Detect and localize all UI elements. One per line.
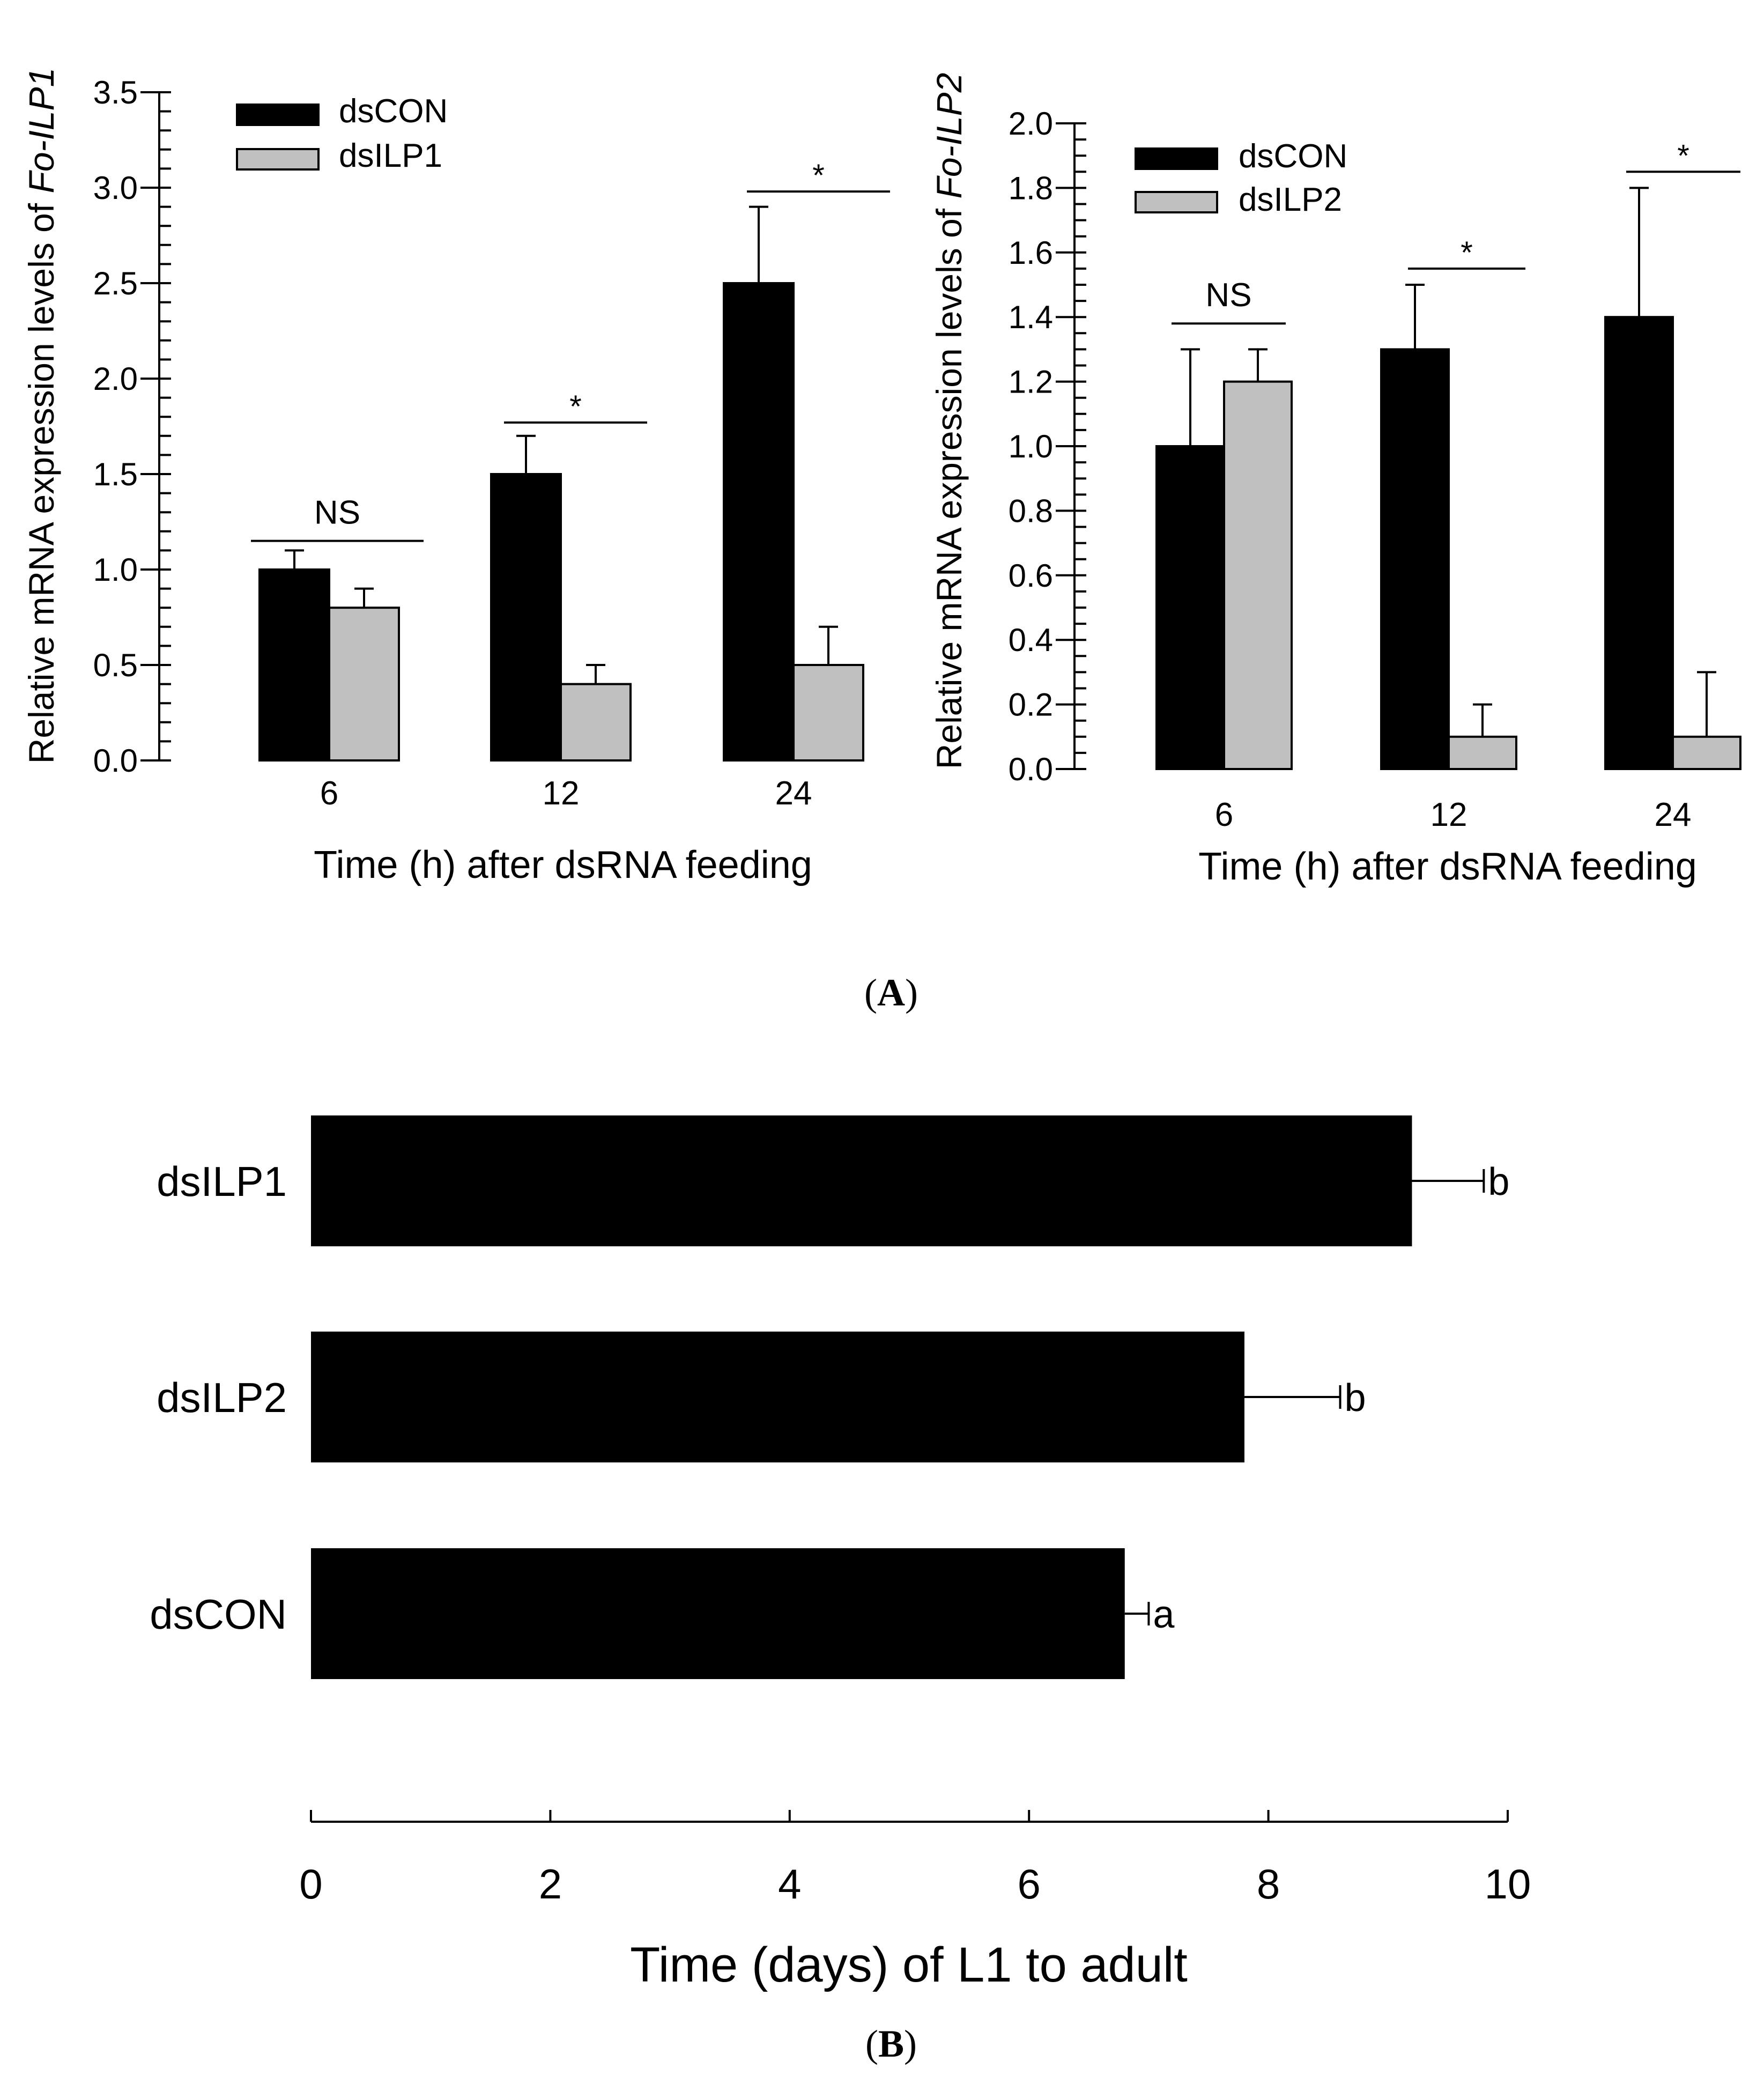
ilp2-significance-label: NS <box>1205 277 1251 314</box>
ilp1-y-tick-label: 1.0 <box>93 552 138 588</box>
ilp1-y-tick-label: 2.0 <box>93 361 138 397</box>
ilp2-legend: dsCON dsILP2 <box>1135 138 1347 218</box>
dev-x-tick-label: 8 <box>1257 1860 1280 1908</box>
ilp2-x-tick-label: 6 <box>1215 796 1233 833</box>
dev-bar-dsilp1 <box>311 1115 1412 1246</box>
ilp2-y-tick-label: 1.2 <box>1009 364 1053 400</box>
ilp1-y-tick-label: 0.5 <box>93 647 138 683</box>
ilp1-bar-dscon-12h <box>490 473 562 762</box>
ilp2-y-tick-label: 1.6 <box>1009 235 1053 271</box>
ilp2-y-tick-label: 0.0 <box>1009 751 1053 787</box>
ilp1-bar-dsilp1-12h <box>560 683 632 762</box>
ilp2-x-axis-label: Time (h) after dsRNA feeding <box>1198 845 1697 888</box>
dev-x-tick-label: 0 <box>299 1860 322 1908</box>
ilp1-legend: dsCON dsILP1 <box>236 93 448 174</box>
ilp2-y-tick-label: 0.6 <box>1009 558 1053 594</box>
dev-x-tick-label: 6 <box>1018 1860 1041 1908</box>
dev-group-letter: b <box>1345 1377 1366 1420</box>
ilp2-y-tick-label: 1.4 <box>1009 299 1053 335</box>
ilp2-y-tick-label: 0.4 <box>1009 622 1053 658</box>
ilp1-bar-dsilp1-24h <box>792 664 864 762</box>
ilp1-legend-label-dsilp1: dsILP1 <box>339 137 442 174</box>
dev-bar-dscon <box>311 1548 1125 1679</box>
ilp2-legend-label-dscon: dsCON <box>1239 138 1347 175</box>
chart-ilp2: Relative mRNA expression levels of Fo-IL… <box>929 73 1741 888</box>
ilp1-legend-swatch-dscon <box>236 104 320 126</box>
ilp2-bar-dsilp2-6h <box>1223 380 1293 770</box>
ilp1-bar-dscon-24h <box>723 282 795 762</box>
ilp2-y-tick-label: 1.8 <box>1009 170 1053 206</box>
ilp1-significance-label: NS <box>314 494 360 531</box>
chart-ilp1: Relative mRNA expression levels of Fo-IL… <box>21 68 890 886</box>
ilp1-y-tick-label: 3.0 <box>93 170 138 206</box>
ilp1-y-tick-label: 0.0 <box>93 743 138 779</box>
dev-category-label: dsILP1 <box>157 1158 287 1205</box>
dev-x-tick-label: 10 <box>1485 1860 1531 1908</box>
ilp2-legend-swatch-dsilp2 <box>1135 191 1218 213</box>
dev-group-letter: a <box>1153 1593 1175 1636</box>
ilp1-significance-label: * <box>812 158 825 193</box>
dev-group-letter: b <box>1488 1161 1509 1203</box>
ilp2-y-tick-label: 1.0 <box>1009 428 1053 464</box>
ilp1-bar-dsilp1-6h <box>328 607 400 762</box>
ilp1-legend-label-dscon: dsCON <box>339 93 448 130</box>
ilp2-bar-dscon-12h <box>1380 348 1450 770</box>
ilp2-y-tick-label: 2.0 <box>1009 106 1053 142</box>
dev-x-tick-label: 2 <box>539 1860 562 1908</box>
ilp2-significance-label: * <box>1677 138 1689 173</box>
panel-label-a: (A) <box>864 971 918 1014</box>
ilp1-y-tick-label: 3.5 <box>93 75 138 110</box>
ilp1-y-tick-label: 1.5 <box>93 456 138 492</box>
ilp1-bar-dscon-6h <box>258 568 330 762</box>
ilp1-x-tick-label: 12 <box>543 775 580 812</box>
dev-x-tick-label: 4 <box>778 1860 801 1908</box>
dev-bar-dsilp2 <box>311 1332 1244 1462</box>
ilp2-x-tick-label: 24 <box>1655 796 1692 833</box>
ilp2-bar-dsilp2-12h <box>1448 735 1517 771</box>
ilp1-significance-label: * <box>569 389 582 424</box>
ilp2-y-tick-label: 0.8 <box>1009 493 1053 529</box>
ilp1-y-axis-label: Relative mRNA expression levels of Fo-IL… <box>21 68 61 764</box>
ilp2-legend-swatch-dscon <box>1135 147 1218 170</box>
ilp1-x-tick-label: 24 <box>775 775 812 812</box>
panel-label-b: (B) <box>865 2022 917 2065</box>
ilp2-bar-dscon-6h <box>1155 445 1225 770</box>
dev-category-label: dsILP2 <box>157 1374 287 1421</box>
ilp2-x-tick-label: 12 <box>1431 796 1467 833</box>
ilp1-legend-swatch-dsilp1 <box>236 148 320 171</box>
ilp2-y-axis-label: Relative mRNA expression levels of Fo-IL… <box>929 73 969 770</box>
ilp1-y-tick-label: 2.5 <box>93 265 138 301</box>
dev-x-axis-label: Time (days) of L1 to adult <box>630 1938 1188 1992</box>
ilp2-significance-label: * <box>1461 235 1473 270</box>
chart-dev: Time (days) of L1 to adult 0 2 4 6 8 10 dsILP1… <box>150 1115 1531 1992</box>
ilp2-bar-dscon-24h <box>1604 316 1674 770</box>
dev-category-label: dsCON <box>150 1591 287 1638</box>
ilp1-x-axis-label: Time (h) after dsRNA feeding <box>314 844 812 886</box>
ilp2-bar-dsilp2-24h <box>1672 735 1741 771</box>
ilp1-x-tick-label: 6 <box>320 775 338 812</box>
ilp2-y-tick-label: 0.2 <box>1009 687 1053 723</box>
ilp2-legend-label-dsilp2: dsILP2 <box>1239 181 1342 218</box>
